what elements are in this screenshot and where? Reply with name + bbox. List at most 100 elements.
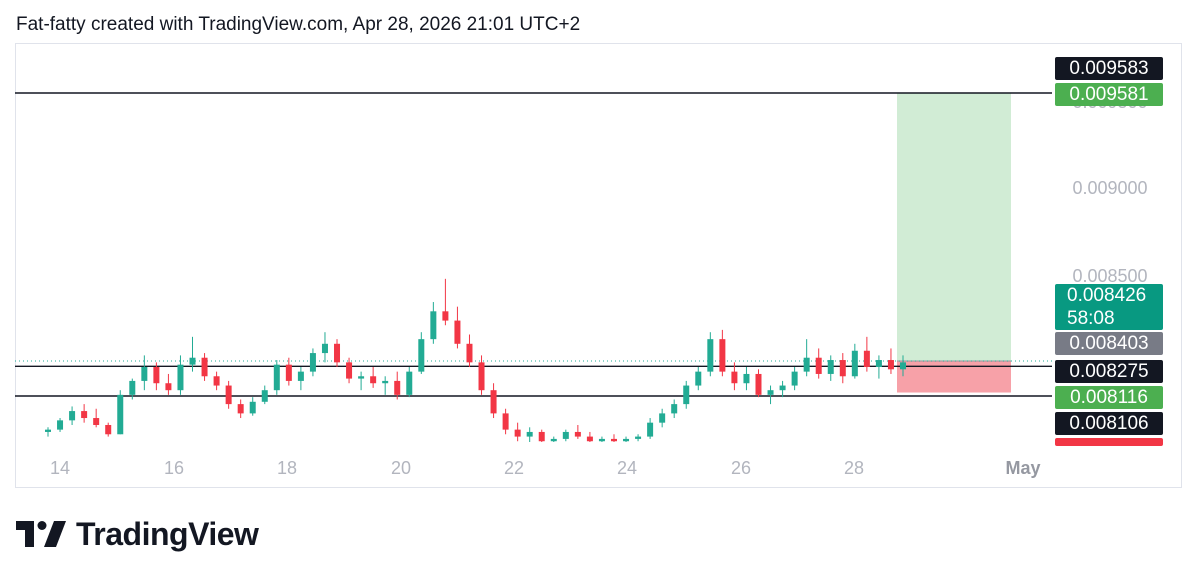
candle-body [695, 371, 702, 386]
candle-body [69, 411, 76, 421]
candle-body [827, 360, 834, 374]
candle-body [791, 371, 798, 386]
candle-body [45, 429, 51, 432]
candle-body [370, 376, 377, 384]
candle-body [803, 357, 810, 372]
price-tag: 0.008106 [1055, 412, 1163, 435]
candle-body [586, 436, 593, 442]
candle-body [562, 431, 569, 439]
y-tick-label: 0.009000 [1072, 178, 1147, 198]
candle-body [406, 371, 413, 395]
candle-body [454, 320, 461, 344]
candle-body [863, 350, 870, 367]
candle-body [647, 422, 654, 437]
candle-body [719, 339, 726, 372]
candle-body [574, 431, 581, 437]
horizontal-lines [15, 92, 1052, 397]
candle-body [249, 401, 256, 414]
chart-frame[interactable] [15, 43, 1182, 488]
candle-body [201, 357, 208, 377]
x-axis-labels: 14 16 18 20 22 24 26 28 May [50, 458, 1041, 478]
price-tag: 0.008426 58:08 [1055, 284, 1163, 330]
candle-body [550, 438, 557, 442]
candle-body [815, 357, 822, 374]
candle-body [683, 385, 690, 405]
candle-body [93, 418, 100, 425]
candle-body [851, 350, 858, 377]
candle-body [297, 371, 304, 381]
candle-body [285, 364, 292, 381]
candle-body [731, 371, 738, 384]
x-tick-label: 18 [277, 458, 297, 478]
profit-zone [897, 93, 1011, 361]
candle-body [526, 431, 533, 437]
candle-body [105, 424, 112, 435]
price-tag: 0.008275 [1055, 360, 1163, 383]
candle-body [743, 373, 750, 384]
candle-body [334, 343, 341, 363]
x-tick-label: 20 [391, 458, 411, 478]
candle-body [442, 311, 449, 321]
x-tick-label: 28 [844, 458, 864, 478]
last-price-value: 0.008426 [1067, 285, 1147, 306]
x-tick-label: 22 [504, 458, 524, 478]
candle-body [514, 429, 521, 437]
x-tick-label: 16 [164, 458, 184, 478]
candle-body [141, 366, 148, 381]
candle-body [610, 438, 617, 442]
candle-body [261, 390, 268, 402]
candle-body [358, 376, 365, 379]
candle-body [117, 394, 124, 435]
candle-body [659, 413, 666, 423]
candle-body [839, 360, 846, 377]
candle-body [466, 343, 473, 363]
candle-body [538, 431, 545, 442]
candle-body [875, 360, 882, 367]
candle-body [671, 404, 678, 414]
candle-body [273, 364, 280, 391]
candle-body [129, 380, 136, 395]
tradingview-brand[interactable]: TradingView [16, 515, 259, 552]
candle-body [189, 357, 196, 365]
candle-body [478, 362, 485, 391]
candle-body [490, 390, 497, 414]
candle-body [346, 362, 353, 379]
price-tag: 0.009583 [1055, 57, 1163, 80]
candle-body [321, 343, 328, 354]
x-tick-label: May [1005, 458, 1040, 478]
candle-body [598, 438, 605, 442]
position-zones [897, 93, 1011, 393]
candle-body [165, 383, 172, 391]
candle-body [779, 385, 786, 391]
candle-body [707, 339, 714, 372]
candle-body [81, 411, 88, 419]
candle-body [900, 362, 906, 370]
stop-price-tag [1055, 438, 1163, 446]
candle-body [394, 380, 401, 395]
brand-name: TradingView [76, 515, 259, 552]
tradingview-logo-icon [16, 521, 66, 547]
price-tag: 0.008403 [1055, 332, 1163, 355]
candle-body [309, 353, 316, 372]
candle-body [237, 404, 244, 414]
x-tick-label: 24 [617, 458, 637, 478]
candle-body [635, 436, 642, 439]
candle-body [887, 360, 894, 370]
candle-body [418, 339, 425, 372]
x-tick-label: 14 [50, 458, 70, 478]
candle-body [225, 385, 232, 405]
chart-caption: Fat-fatty created with TradingView.com, … [16, 14, 581, 35]
candle-body [623, 438, 630, 442]
x-tick-label: 26 [731, 458, 751, 478]
y-tick-label: 0.008500 [1072, 266, 1147, 286]
candle-body [57, 420, 64, 430]
price-tag: 0.008116 [1055, 386, 1163, 409]
candle-body [382, 380, 389, 384]
candle-body [430, 311, 437, 340]
countdown-timer: 58:08 [1067, 308, 1115, 329]
candles [45, 278, 906, 442]
candle-body [213, 376, 220, 386]
candle-body [755, 373, 762, 395]
